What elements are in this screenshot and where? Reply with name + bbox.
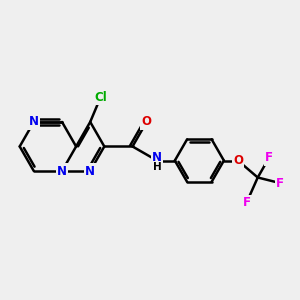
Text: N: N [29,116,39,128]
Text: N: N [85,164,95,178]
Text: F: F [265,151,273,164]
Text: N: N [152,151,162,164]
Text: H: H [153,162,161,172]
Text: Cl: Cl [94,91,107,103]
Text: F: F [276,177,284,190]
Text: F: F [242,196,250,209]
Text: O: O [233,154,243,167]
Text: N: N [57,164,67,178]
Text: O: O [142,116,152,128]
